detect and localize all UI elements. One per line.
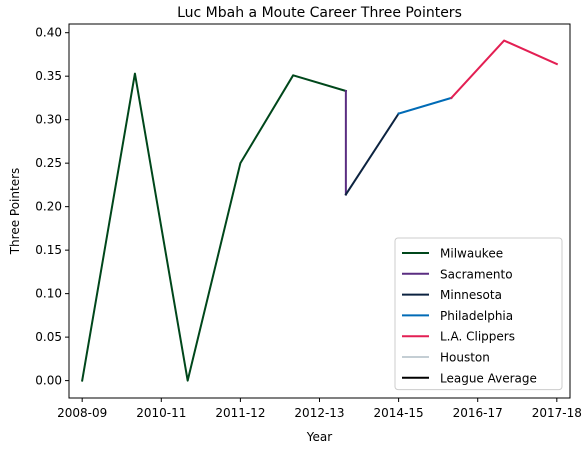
series-line-philadelphia [397,96,453,115]
legend-box [394,237,563,391]
x-tick-label: 2016-17 [453,406,503,420]
x-axis: 2008-09 2010-11 2011-12 2012-13 2014-15 2016-… [57,398,582,420]
plot-lines [81,39,559,382]
x-tick-label: 2017-18 [532,406,582,420]
y-tick-label: 0.10 [35,287,62,301]
legend-label: Houston [440,351,490,365]
legend-label: Minnesota [440,288,502,302]
x-tick-label: 2008-09 [57,406,107,420]
x-tick-label: 2011-12 [215,406,265,420]
legend-label: Milwaukee [440,247,503,261]
x-tick-label: 2010-11 [136,406,186,420]
series-line-milwaukee [81,72,348,382]
y-tick-label: 0.25 [35,156,62,170]
y-tick-label: 0.20 [35,200,62,214]
y-tick-label: 0.35 [35,69,62,83]
x-tick-label: 2012-13 [294,406,344,420]
chart-title: Luc Mbah a Moute Career Three Pointers [177,5,462,21]
legend-label: League Average [440,371,537,385]
y-tick-label: 0.00 [35,374,62,388]
y-axis-label: Three Pointers [8,168,22,256]
legend-label: L.A. Clippers [440,330,515,344]
legend-label: Philadelphia [440,309,513,323]
series-line-minnesota [344,112,400,196]
y-tick-label: 0.30 [35,113,62,127]
y-tick-label: 0.40 [35,26,62,40]
x-axis-label: Year [306,430,332,444]
series-line-l-a-clippers [449,39,559,100]
x-tick-label: 2014-15 [374,406,424,420]
legend: Milwaukee Sacramento Minnesota Philadelphia… [394,237,563,391]
y-tick-label: 0.05 [35,330,62,344]
legend-label: Sacramento [440,267,513,281]
y-axis: 0.00 0.05 0.10 0.15 0.20 0.25 0.30 0.35 0.40 [35,26,69,388]
y-tick-label: 0.15 [35,243,62,257]
